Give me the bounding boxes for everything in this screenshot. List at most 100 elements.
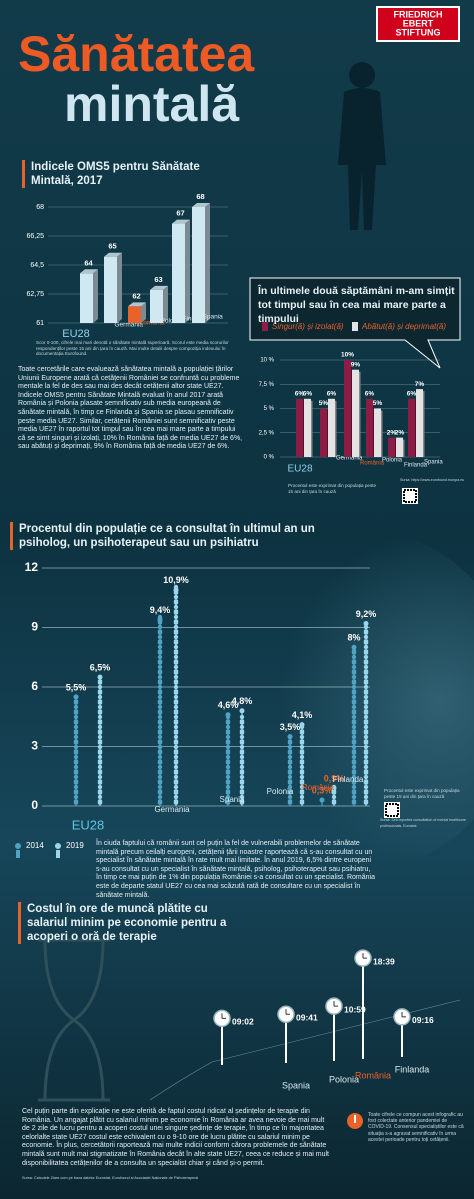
value-label: 4,1%: [292, 710, 313, 720]
person-column: [351, 644, 357, 806]
person-body: [97, 739, 103, 745]
person-head: [363, 704, 369, 710]
person-body: [363, 759, 369, 765]
person-head: [299, 774, 305, 780]
column-top: [157, 617, 163, 623]
person-head: [157, 684, 163, 690]
clock-hands: [401, 1011, 406, 1018]
person-body: [363, 629, 369, 635]
value-label: 10%: [341, 352, 354, 359]
person-head: [239, 744, 245, 750]
person-body: [157, 739, 163, 745]
person-head: [173, 634, 179, 640]
person-head: [97, 724, 103, 730]
y-tick-label: 68: [36, 204, 44, 211]
column-top: [331, 785, 337, 791]
person-body: [299, 749, 305, 755]
person-body: [363, 789, 369, 795]
clock-hands: [333, 1001, 338, 1007]
person-head: [351, 724, 357, 730]
person-body: [225, 779, 231, 785]
person-head: [157, 784, 163, 790]
person-head: [173, 674, 179, 680]
person-body: [73, 729, 79, 735]
chart-note: Procentul este exprimat din populația pe…: [288, 483, 377, 494]
person-head: [363, 634, 369, 640]
y-tick-label: 64,5: [30, 262, 44, 269]
person-body: [173, 759, 179, 765]
bar-top: [128, 302, 146, 307]
x-tick-label: Finlanda: [333, 775, 364, 784]
x-tick-label: Finlanda: [404, 463, 428, 469]
person-head: [173, 664, 179, 670]
person-body: [173, 649, 179, 655]
bar-side: [93, 269, 98, 323]
value-label: 64: [84, 258, 93, 267]
person-column: [73, 694, 79, 806]
legend-swatch: [262, 322, 268, 331]
person-body: [351, 649, 357, 655]
person-body: [331, 789, 337, 795]
logo-text: EBERT: [403, 18, 434, 28]
person-body: [363, 709, 369, 715]
person-body: [97, 789, 103, 795]
y-tick-label: 3: [31, 739, 38, 753]
person-body: [73, 769, 79, 775]
person-head: [351, 734, 357, 740]
person-body: [299, 729, 305, 735]
person-body: [157, 679, 163, 685]
legend-icon: [55, 843, 61, 849]
person-body: [73, 699, 79, 705]
person-head: [287, 754, 293, 760]
person-head: [299, 744, 305, 750]
person-body: [225, 729, 231, 735]
bar: [396, 437, 403, 457]
person-head: [351, 684, 357, 690]
clock-hands: [221, 1013, 226, 1019]
person-column: [239, 708, 245, 806]
bar-side: [141, 302, 146, 323]
person-head: [157, 644, 163, 650]
person-body: [97, 679, 103, 685]
person-body: [157, 629, 163, 635]
column-top: [225, 712, 231, 718]
person-head: [173, 734, 179, 740]
person-head: [173, 794, 179, 800]
person-body: [97, 749, 103, 755]
value-label: 6%: [407, 391, 417, 398]
person-head: [225, 794, 231, 800]
person-body: [173, 629, 179, 635]
value-label: 4,8%: [232, 696, 253, 706]
person-body: [97, 759, 103, 765]
person-body: [157, 649, 163, 655]
person-head: [173, 714, 179, 720]
person-head: [97, 694, 103, 700]
y-tick-label: 5 %: [264, 406, 275, 412]
person-body: [299, 799, 305, 805]
person-body: [97, 719, 103, 725]
silhouette: [338, 62, 386, 230]
person-head: [363, 644, 369, 650]
person-head: [73, 754, 79, 760]
person-body: [363, 659, 369, 665]
bar-side: [415, 400, 417, 457]
person-body: [157, 719, 163, 725]
person-head: [73, 794, 79, 800]
value-label: 63: [154, 275, 162, 284]
person-body: [157, 699, 163, 705]
bar-side: [373, 400, 375, 457]
person-body: [225, 769, 231, 775]
person-body: [239, 729, 245, 735]
person-head: [363, 694, 369, 700]
person-head: [239, 794, 245, 800]
person-head: [363, 624, 369, 630]
person-head: [97, 774, 103, 780]
bar-side: [311, 400, 313, 457]
person-body: [299, 739, 305, 745]
person-body: [73, 759, 79, 765]
y-tick-label: 7,5 %: [259, 382, 275, 388]
value-label: 0,9%: [324, 774, 345, 784]
x-tick-label: Finlanda: [395, 1064, 430, 1074]
person-head: [97, 794, 103, 800]
person-body: [173, 599, 179, 605]
